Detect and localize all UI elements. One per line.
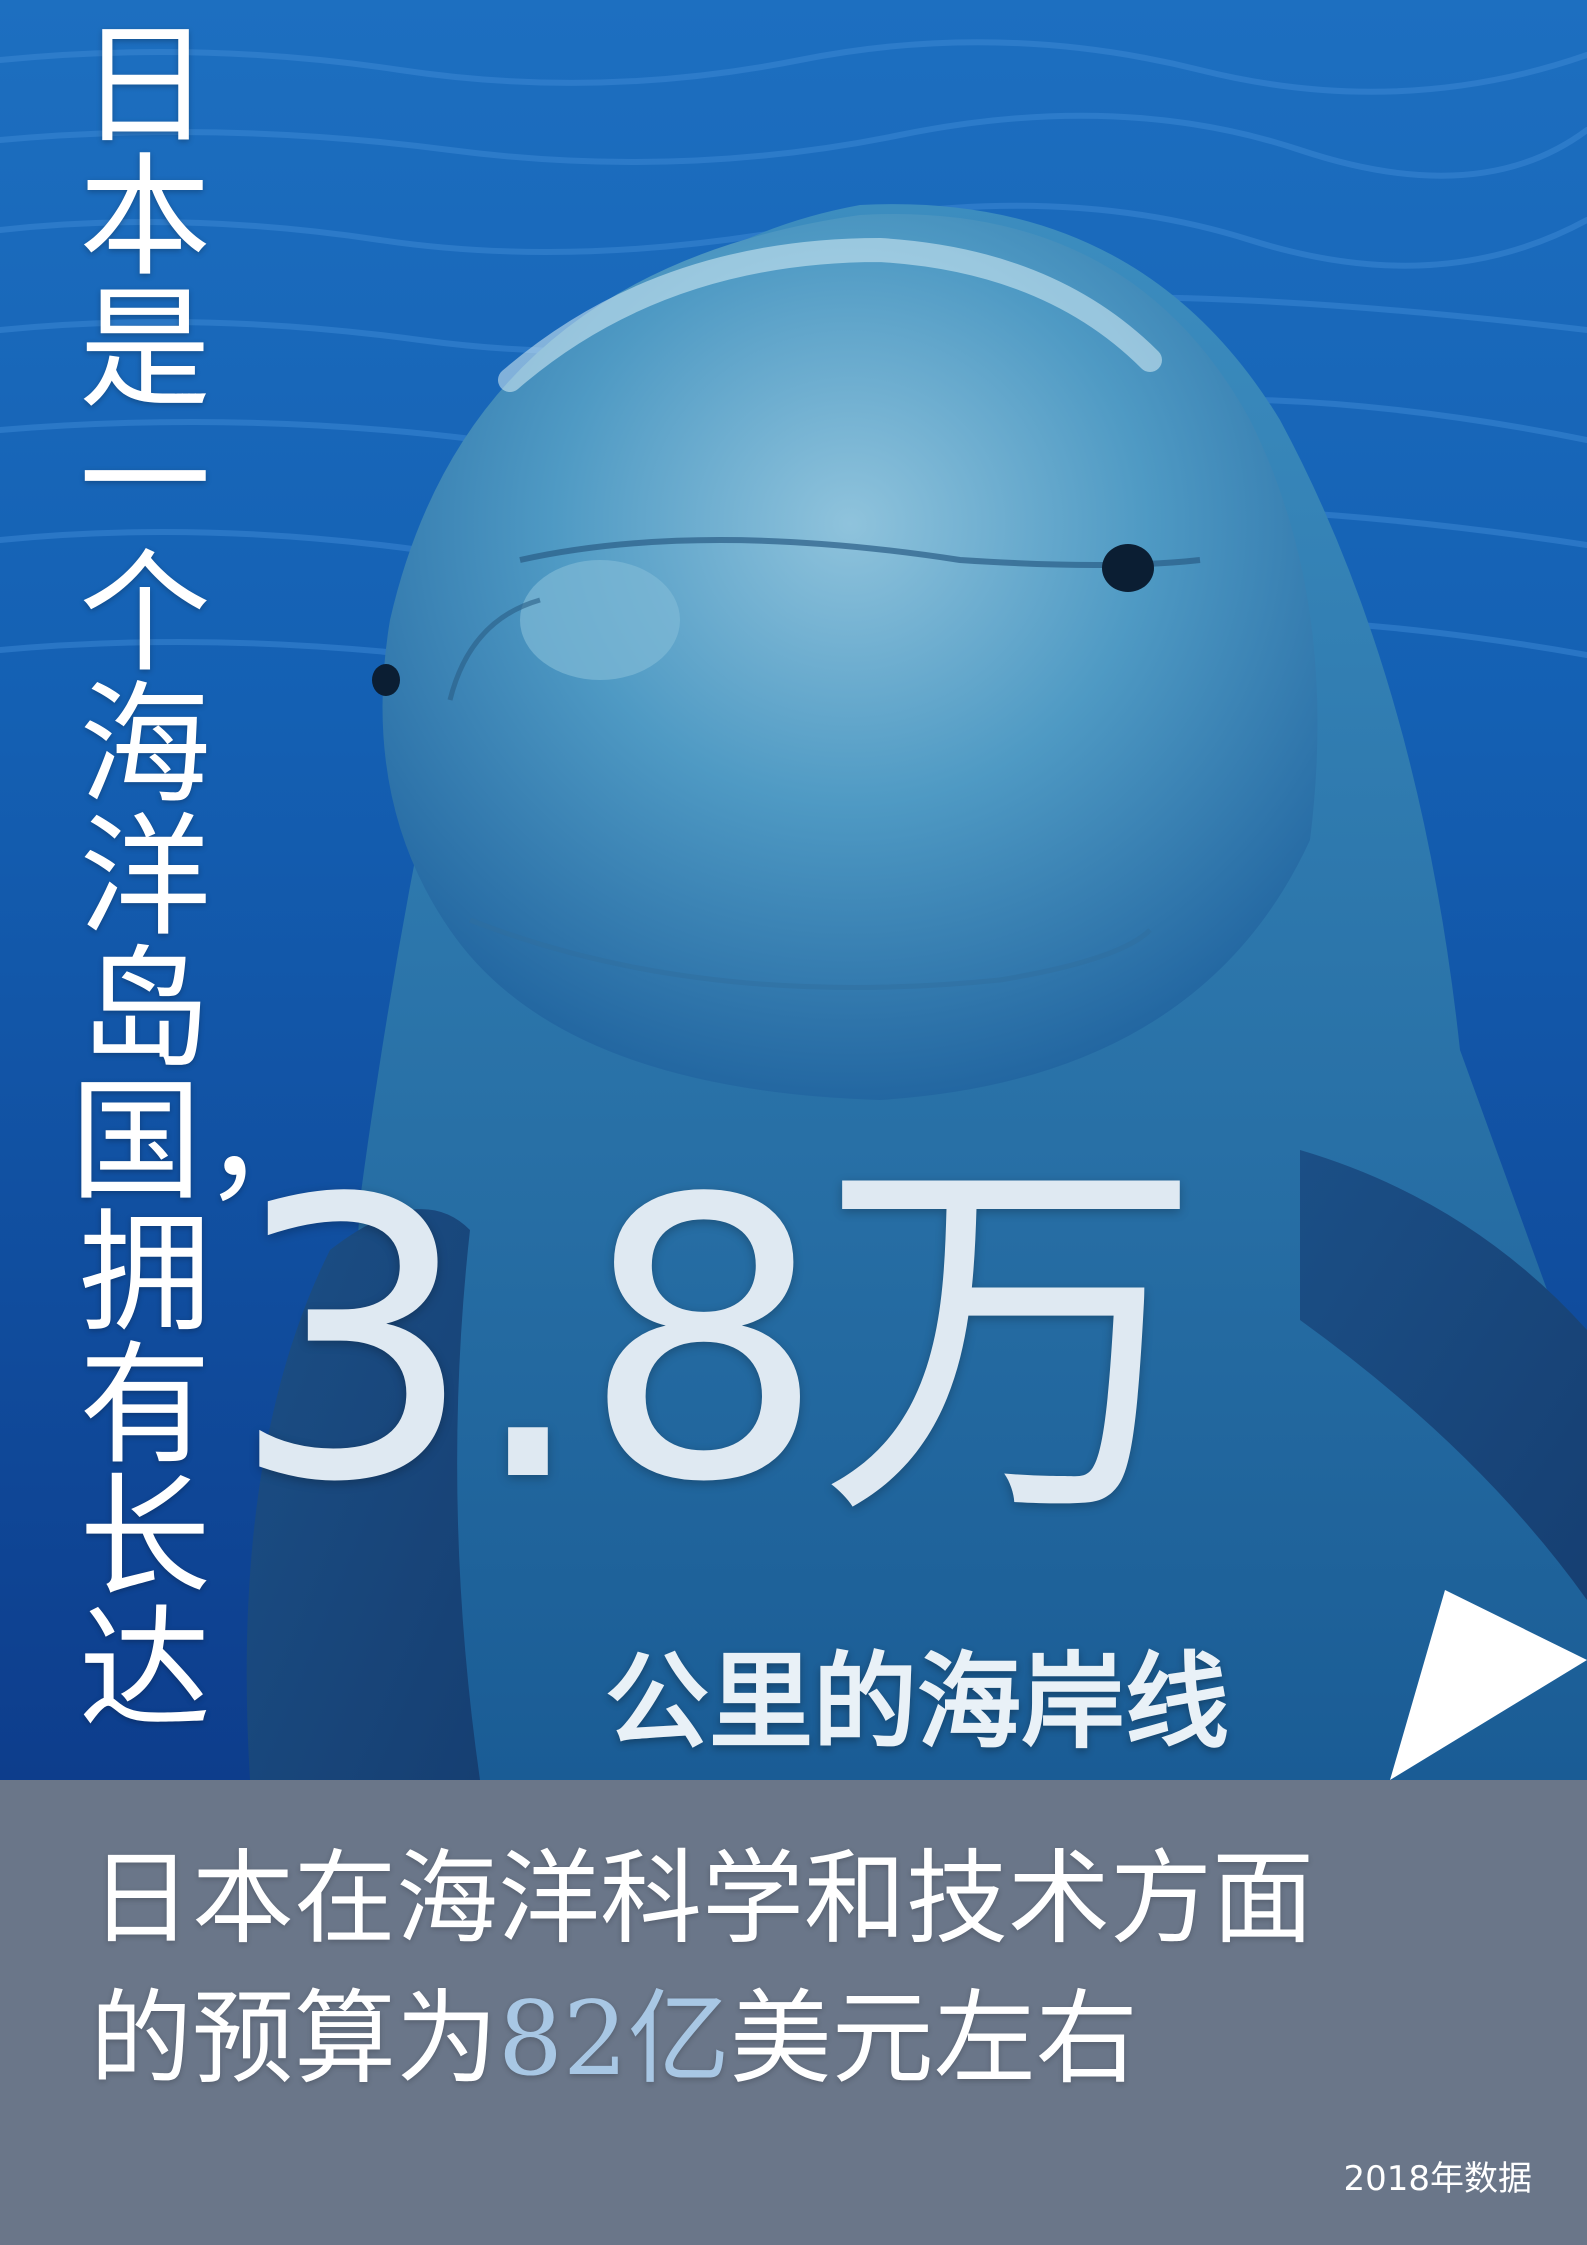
coastline-caption: 公里的海岸线 [605,1641,1230,1763]
vertical-headline: 日本是一个海洋岛国，拥有长达 [70,9,334,1747]
budget-fact-line2-start: 的预算为 [90,1980,498,2099]
budget-amount-highlight: 82亿 [498,1980,730,2099]
dolphin-photo [0,0,1587,1780]
budget-fact-line2-end: 美元左右 [729,1980,1138,2099]
coastline-length-number: 3.8万 [230,1118,1203,1566]
budget-fact-line1: 日本在海洋科学和技术方面 [90,1840,1314,1959]
info-panel: 日本在海洋科学和技术方面 的预算为82亿美元左右 2018年数据 [0,1780,1587,2245]
budget-fact: 日本在海洋科学和技术方面 的预算为82亿美元左右 [90,1830,1560,2110]
page-fold-corner [1390,1590,1587,1780]
data-year-note: 2018年数据 [1343,2159,1532,2199]
